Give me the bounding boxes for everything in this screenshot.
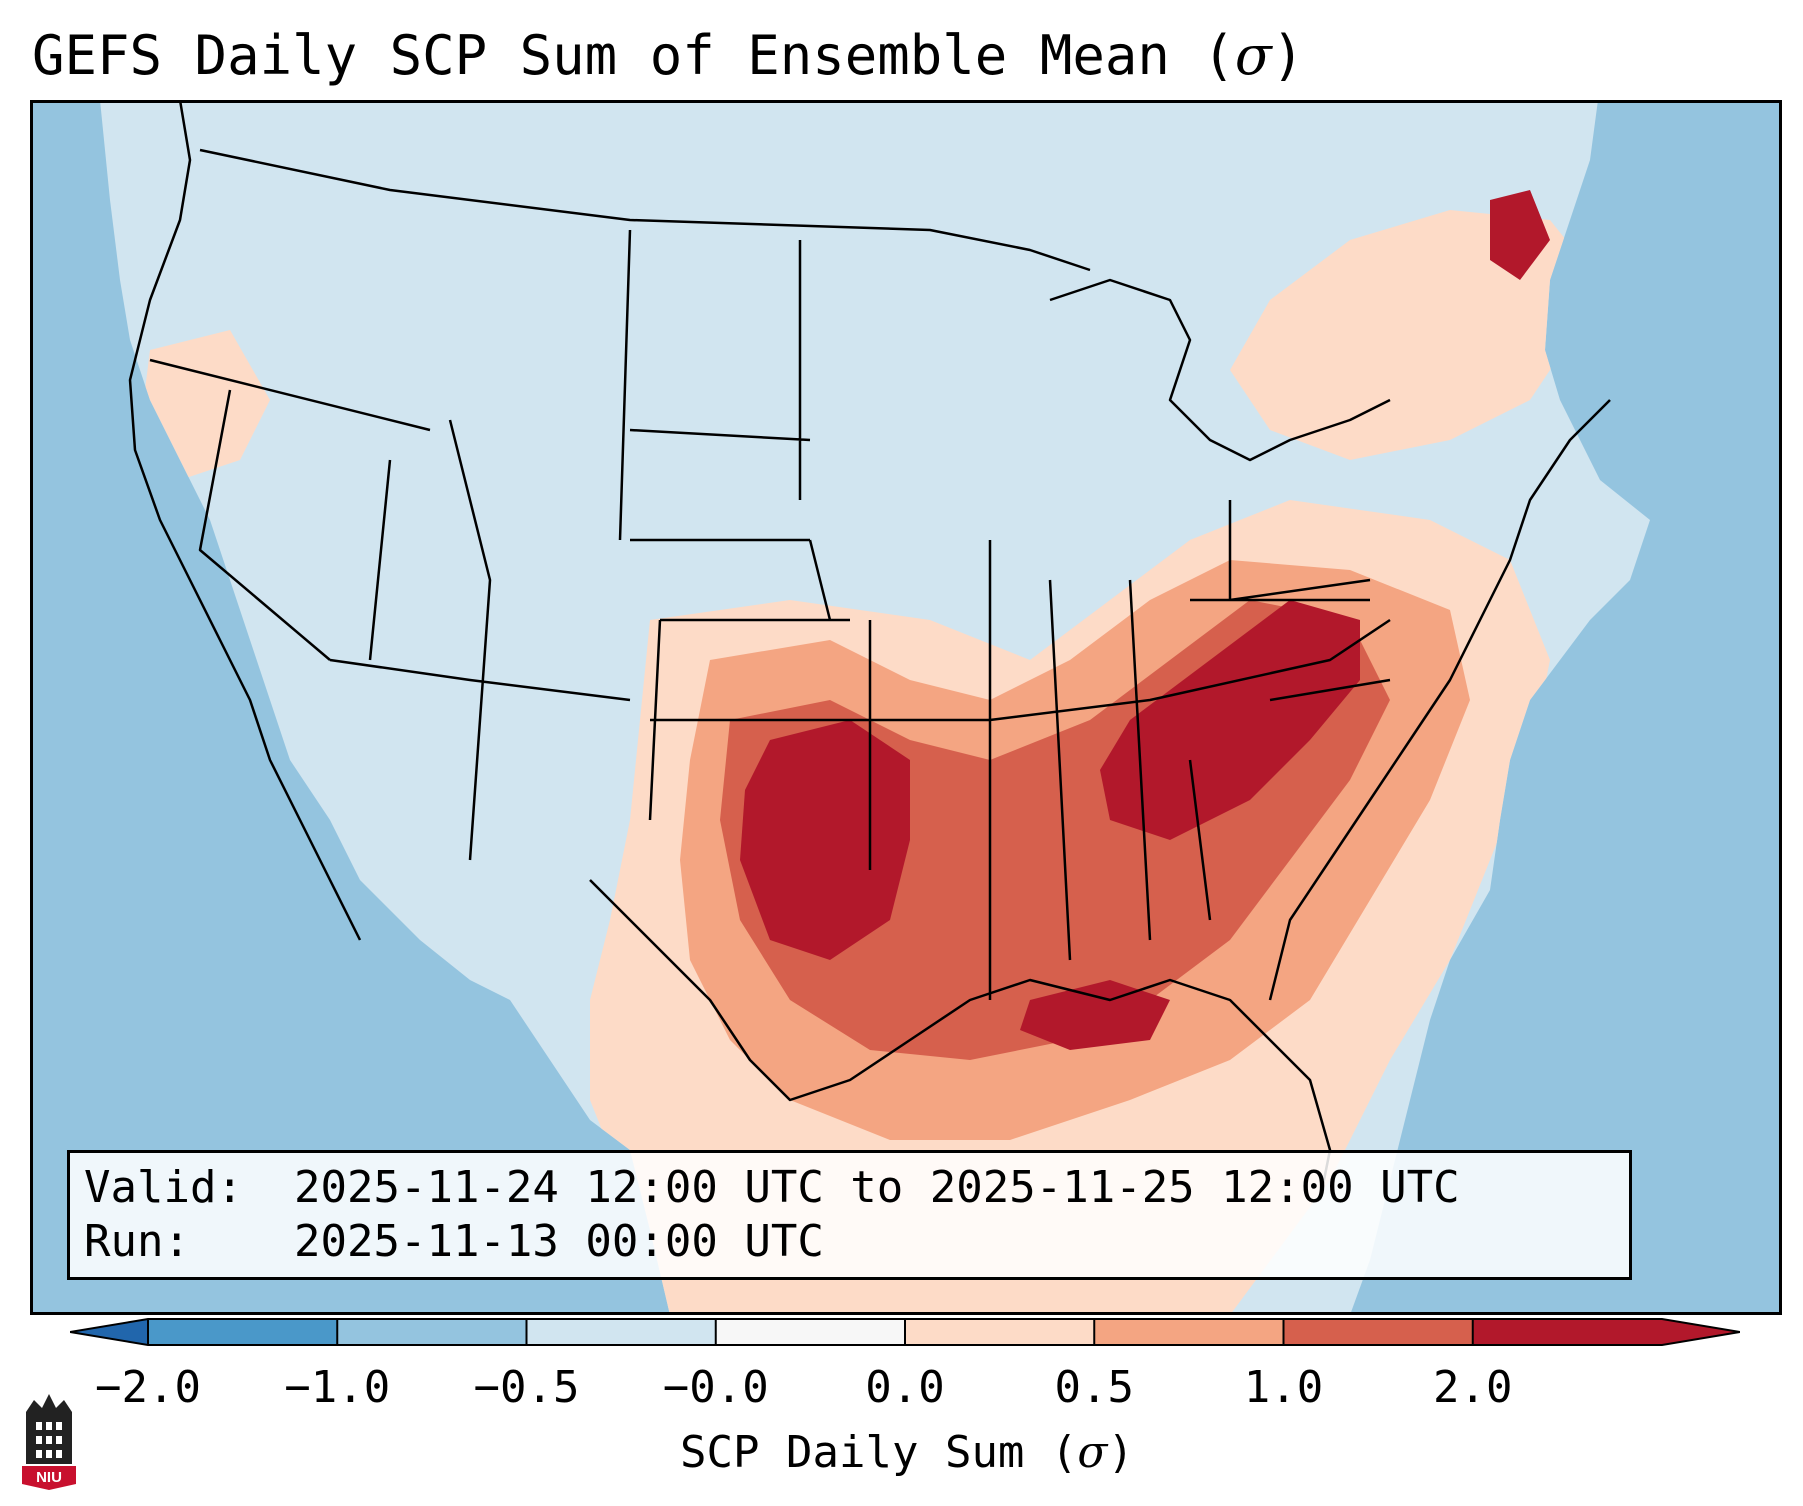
colorbar-tick-label-0: −2.0: [95, 1362, 201, 1413]
colorbar-segment-1: [337, 1319, 527, 1345]
colorbar-segment-5: [1094, 1319, 1284, 1345]
scp-core-gulf-coast: [1020, 980, 1170, 1050]
boundary-lines: [128, 100, 1611, 1201]
colorbar-segment-3: [715, 1319, 906, 1345]
valid-line: Valid: 2025-11-24 12:00 UTC to 2025-11-2…: [84, 1161, 1615, 1215]
colorbar-tick-label-6: 1.0: [1243, 1362, 1324, 1413]
colorbar-extend-high: [1662, 1319, 1740, 1345]
run-line: Run: 2025-11-13 00:00 UTC: [84, 1215, 1615, 1269]
colorbar-segment-6: [1283, 1319, 1474, 1345]
colorbar-tick-label-5: 0.5: [1054, 1362, 1134, 1413]
state-lines-central: [618, 229, 992, 1000]
run-value: 2025-11-13 00:00 UTC: [294, 1216, 824, 1267]
scp-region-light-northeast: [1230, 210, 1590, 460]
niu-logo: NIU: [22, 1394, 76, 1490]
run-label: Run:: [84, 1216, 190, 1267]
great-lakes: [1049, 278, 1391, 462]
map-title-suffix: ): [1271, 24, 1305, 87]
map-title-sigma: σ: [1234, 24, 1272, 87]
colorbar-segment-0: [148, 1319, 338, 1345]
colorbar-label: SCP Daily Sum (σ): [680, 1426, 1134, 1480]
scp-map: [30, 100, 1782, 1315]
coastline-west: [128, 100, 362, 941]
colorbar-ticks: [147, 1319, 1474, 1345]
colorbar-segment-4: [905, 1319, 1095, 1345]
colorbar-label-suffix: ): [1107, 1427, 1134, 1478]
scp-region-light-west: [140, 330, 270, 480]
valid-label: Valid:: [84, 1162, 243, 1213]
colorbar-tick-label-3: −0.0: [662, 1362, 769, 1413]
colorbar-label-prefix: SCP Daily Sum (: [680, 1427, 1078, 1478]
scp-core-quebec: [1490, 190, 1550, 280]
colorbar-segment-2: [526, 1319, 717, 1345]
colorbar-tick-label-4: 0.0: [865, 1362, 945, 1413]
state-lines-west: [149, 358, 631, 861]
colorbar-tick-label-2: −0.5: [473, 1362, 580, 1413]
colorbar-extend-low: [70, 1319, 148, 1345]
valid-value: 2025-11-24 12:00 UTC to 2025-11-25 12:00…: [294, 1162, 1460, 1213]
map-title-prefix: GEFS Daily SCP Sum of Ensemble Mean (: [32, 24, 1235, 87]
coastline-gulf: [589, 879, 1332, 1201]
colorbar-tick-label-1: −1.0: [284, 1362, 391, 1413]
info-box: Valid: 2025-11-24 12:00 UTC to 2025-11-2…: [67, 1150, 1632, 1280]
coastline-atlantic: [1268, 399, 1611, 1001]
map-title: GEFS Daily SCP Sum of Ensemble Mean (σ): [32, 24, 1304, 88]
map-frame: [30, 100, 1782, 1315]
logo-text: NIU: [36, 1469, 62, 1486]
border-canada: [199, 148, 1091, 272]
scp-core-tennessee-kentucky: [1100, 600, 1360, 840]
colorbar-tick-label-7: 2.0: [1433, 1362, 1513, 1413]
scp-shading: [140, 190, 1590, 1315]
scp-core-oklahoma-texas: [740, 720, 910, 960]
colorbar: [70, 1318, 1740, 1346]
state-lines-east: [989, 500, 1391, 961]
colorbar-segments: [148, 1319, 1663, 1345]
colorbar-label-sigma: σ: [1077, 1427, 1108, 1478]
colorbar-segment-7: [1472, 1319, 1663, 1345]
logo-windows: [36, 1422, 62, 1458]
logo-banner: [22, 1466, 76, 1490]
